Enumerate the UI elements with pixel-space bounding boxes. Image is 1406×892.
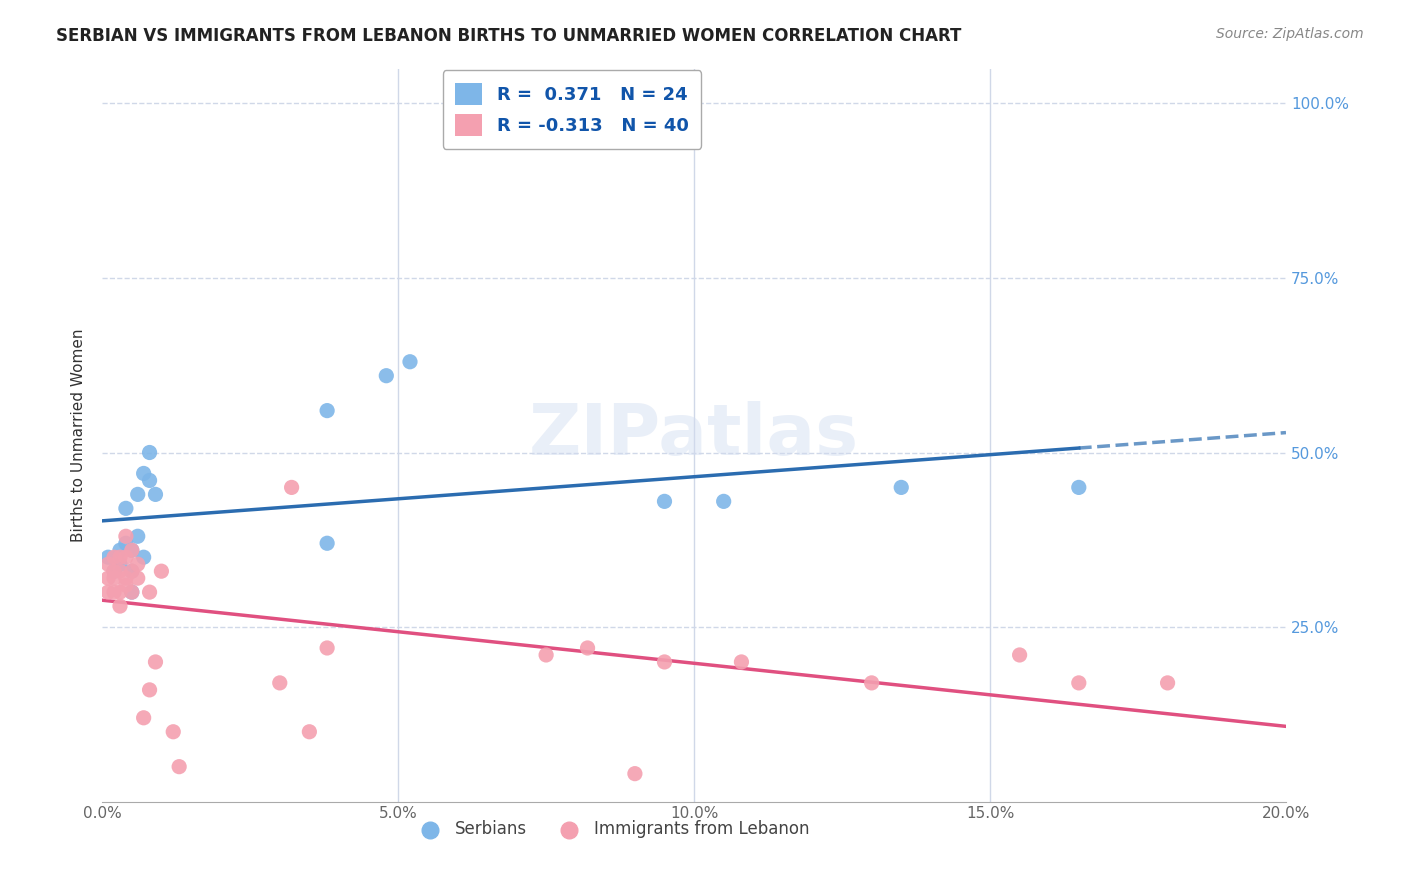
Point — [103, 550, 125, 565]
Point — [138, 682, 160, 697]
Point — [399, 355, 422, 369]
Point — [108, 564, 131, 578]
Point — [121, 564, 143, 578]
Point — [132, 467, 155, 481]
Point — [890, 480, 912, 494]
Point — [145, 487, 167, 501]
Point — [534, 648, 557, 662]
Point — [108, 543, 131, 558]
Point — [103, 585, 125, 599]
Point — [127, 558, 149, 572]
Point — [624, 766, 647, 780]
Point — [162, 724, 184, 739]
Point — [103, 564, 125, 578]
Point — [654, 494, 676, 508]
Point — [145, 655, 167, 669]
Point — [138, 585, 160, 599]
Point — [375, 368, 398, 383]
Point — [1067, 480, 1090, 494]
Point — [108, 550, 131, 565]
Y-axis label: Births to Unmarried Women: Births to Unmarried Women — [72, 328, 86, 541]
Point — [115, 550, 138, 565]
Point — [138, 445, 160, 459]
Point — [1067, 676, 1090, 690]
Text: SERBIAN VS IMMIGRANTS FROM LEBANON BIRTHS TO UNMARRIED WOMEN CORRELATION CHART: SERBIAN VS IMMIGRANTS FROM LEBANON BIRTH… — [56, 27, 962, 45]
Point — [97, 571, 120, 585]
Point — [316, 640, 339, 655]
Point — [127, 529, 149, 543]
Point — [713, 494, 735, 508]
Point — [115, 536, 138, 550]
Point — [132, 711, 155, 725]
Point — [132, 550, 155, 565]
Legend: Serbians, Immigrants from Lebanon: Serbians, Immigrants from Lebanon — [406, 814, 815, 845]
Point — [298, 724, 321, 739]
Point — [269, 676, 291, 690]
Point — [97, 585, 120, 599]
Point — [121, 543, 143, 558]
Point — [167, 759, 190, 773]
Point — [127, 487, 149, 501]
Point — [121, 585, 143, 599]
Point — [115, 578, 138, 592]
Point — [860, 676, 883, 690]
Point — [316, 536, 339, 550]
Point — [115, 529, 138, 543]
Point — [115, 501, 138, 516]
Point — [316, 403, 339, 417]
Point — [280, 480, 302, 494]
Point — [97, 550, 120, 565]
Point — [108, 585, 131, 599]
Point — [108, 599, 131, 613]
Point — [127, 571, 149, 585]
Text: ZIPatlas: ZIPatlas — [529, 401, 859, 469]
Point — [1156, 676, 1178, 690]
Point — [121, 585, 143, 599]
Point — [108, 558, 131, 572]
Point — [97, 558, 120, 572]
Point — [103, 564, 125, 578]
Point — [115, 571, 138, 585]
Point — [730, 655, 752, 669]
Point — [121, 543, 143, 558]
Text: Source: ZipAtlas.com: Source: ZipAtlas.com — [1216, 27, 1364, 41]
Point — [121, 564, 143, 578]
Point — [1008, 648, 1031, 662]
Point — [103, 571, 125, 585]
Point — [150, 564, 173, 578]
Point — [654, 655, 676, 669]
Point — [138, 474, 160, 488]
Point — [576, 640, 599, 655]
